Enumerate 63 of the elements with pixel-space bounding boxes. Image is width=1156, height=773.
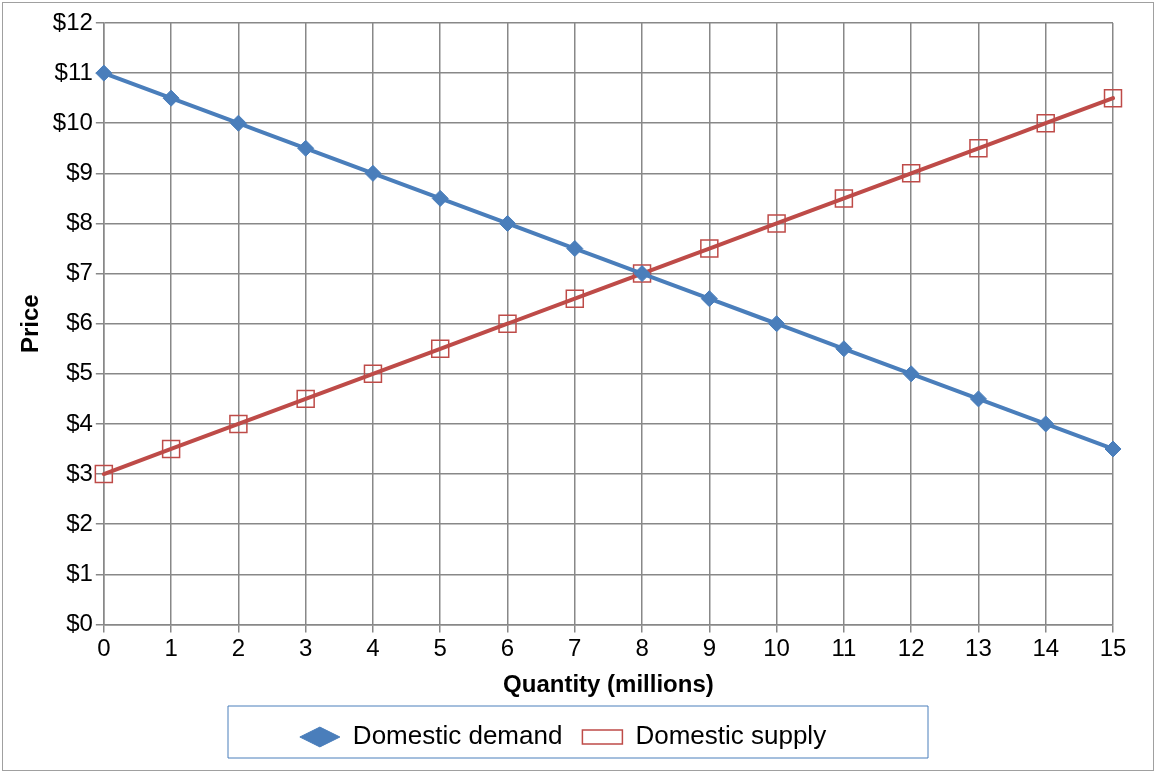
y-tick-label: $4 <box>66 408 93 436</box>
x-tick-label: 4 <box>366 634 380 662</box>
point <box>901 164 921 183</box>
x-tick-label: 6 <box>500 634 515 662</box>
x-tick-label: 7 <box>568 634 582 662</box>
x-tick-label: 1 <box>164 634 178 662</box>
y-tick-label: $2 <box>66 508 93 536</box>
x-tick-label: 12 <box>897 634 925 662</box>
y-axis-title: Price <box>16 294 44 354</box>
point <box>296 389 315 409</box>
y-tick-label: $0 <box>66 609 93 637</box>
x-tick-label: 5 <box>433 634 447 662</box>
point <box>700 290 718 308</box>
point <box>229 114 247 132</box>
point <box>768 315 786 333</box>
legend-label: Domestic demand <box>352 720 563 751</box>
point <box>95 64 113 82</box>
x-tick-label: 11 <box>831 634 857 662</box>
x-tick-label: 14 <box>1032 634 1060 662</box>
x-tick-label: 8 <box>635 634 649 662</box>
y-tick-label: $1 <box>66 558 93 586</box>
point <box>902 365 920 383</box>
y-tick-label: $5 <box>66 358 93 386</box>
x-tick-label: 0 <box>97 634 111 662</box>
y-tick-label: $10 <box>52 107 93 135</box>
x-tick-label: 13 <box>965 634 992 662</box>
point <box>364 164 382 182</box>
point <box>1037 415 1055 433</box>
x-tick-label: 9 <box>702 634 717 662</box>
y-tick-label: $8 <box>66 208 93 236</box>
y-tick-label: $3 <box>66 458 93 486</box>
x-tick-label: 3 <box>298 634 313 662</box>
y-tick-label: $9 <box>66 157 93 185</box>
point <box>94 464 114 484</box>
point <box>1036 114 1055 133</box>
point <box>969 390 987 408</box>
point <box>431 189 449 207</box>
point <box>430 339 450 358</box>
legend-label: Domestic supply <box>635 720 827 751</box>
x-tick-label: 10 <box>763 634 790 662</box>
point <box>834 189 854 208</box>
point <box>297 139 315 157</box>
point <box>1103 88 1123 108</box>
point <box>363 364 383 384</box>
point <box>1104 440 1122 458</box>
point <box>162 89 180 107</box>
point <box>969 139 988 158</box>
y-tick-label: $7 <box>66 258 93 286</box>
x-axis-title: Quantity (millions) <box>503 670 714 698</box>
point <box>499 214 517 232</box>
point <box>161 439 181 459</box>
point <box>498 314 517 333</box>
point <box>767 214 786 233</box>
point <box>229 414 248 434</box>
y-tick-label: $6 <box>66 308 93 336</box>
x-tick-label: 15 <box>1099 634 1127 662</box>
point <box>700 239 719 258</box>
point <box>565 289 585 308</box>
x-tick-label: 2 <box>231 634 246 662</box>
y-tick-label: $12 <box>52 7 93 35</box>
point <box>566 240 584 258</box>
point <box>835 340 853 358</box>
y-tick-label: $11 <box>54 57 93 85</box>
